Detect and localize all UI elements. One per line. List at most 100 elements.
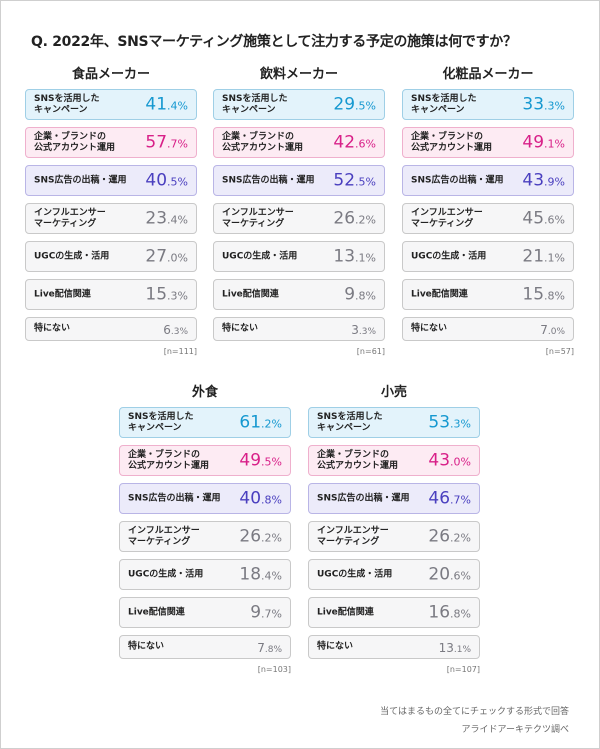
data-row: 企業・ブランドの 公式アカウント運用 42.6% — [213, 127, 385, 158]
value-label: 53.3% — [428, 412, 471, 432]
category-label: インフルエンサー マーケティング — [317, 525, 389, 547]
sample-size-label: [n=107] — [446, 665, 480, 674]
category-label: SNSを活用した キャンペーン — [34, 93, 100, 115]
data-row: UGCの生成・活用 27.0% — [25, 241, 197, 272]
data-row: Live配信関連 15.3% — [25, 279, 197, 310]
data-row: SNSを活用した キャンペーン 29.5% — [213, 89, 385, 120]
data-row: SNS広告の出稿・運用 52.5% — [213, 165, 385, 196]
category-label: SNS広告の出稿・運用 — [34, 175, 127, 185]
category-label: Live配信関連 — [222, 289, 279, 299]
category-label: UGCの生成・活用 — [411, 251, 487, 261]
sample-size-label: [n=57] — [545, 347, 574, 356]
sample-size-label: [n=61] — [356, 347, 385, 356]
data-row: SNS広告の出稿・運用 40.8% — [119, 483, 291, 514]
value-label: 9.7% — [250, 602, 282, 622]
data-row: SNSを活用した キャンペーン 33.3% — [402, 89, 574, 120]
value-label: 26.2% — [428, 526, 471, 546]
data-row: 特にない 3.3% — [213, 317, 385, 341]
value-label: 13.1% — [333, 246, 376, 266]
data-row: Live配信関連 15.8% — [402, 279, 574, 310]
value-label: 7.8% — [257, 641, 282, 655]
data-row: 特にない 6.3% — [25, 317, 197, 341]
value-label: 40.5% — [145, 170, 188, 190]
data-row: 特にない 7.8% — [119, 635, 291, 659]
data-row: 企業・ブランドの 公式アカウント運用 49.1% — [402, 127, 574, 158]
data-row: インフルエンサー マーケティング 23.4% — [25, 203, 197, 234]
category-label: SNS広告の出稿・運用 — [222, 175, 315, 185]
value-label: 52.5% — [333, 170, 376, 190]
category-label: Live配信関連 — [34, 289, 91, 299]
data-row: インフルエンサー マーケティング 45.6% — [402, 203, 574, 234]
value-label: 49.5% — [239, 450, 282, 470]
panel-1: 飲料メーカー SNSを活用した キャンペーン 29.5% 企業・ブランドの 公式アカウ… — [213, 65, 385, 357]
panel-title: 飲料メーカー — [259, 67, 338, 82]
value-label: 61.2% — [239, 412, 282, 432]
category-label: SNSを活用した キャンペーン — [411, 93, 477, 115]
sample-size-label: [n=103] — [257, 665, 291, 674]
data-row: SNSを活用した キャンペーン 53.3% — [308, 407, 480, 438]
panel-title: 食品メーカー — [71, 67, 150, 82]
data-row: インフルエンサー マーケティング 26.2% — [308, 521, 480, 552]
value-label: 18.4% — [239, 564, 282, 584]
data-row: UGCの生成・活用 18.4% — [119, 559, 291, 590]
panel-3: 外食 SNSを活用した キャンペーン 61.2% 企業・ブランドの 公式アカウント運用… — [119, 383, 291, 675]
value-label: 49.1% — [522, 132, 565, 152]
panel-2: 化粧品メーカー SNSを活用した キャンペーン 33.3% 企業・ブランドの 公式アカ… — [402, 65, 574, 357]
value-label: 46.7% — [428, 488, 471, 508]
question-title: Q. 2022年、SNSマーケティング施策として注力する予定の施策は何ですか？ — [31, 34, 517, 50]
category-label: 企業・ブランドの 公式アカウント運用 — [317, 449, 399, 471]
value-label: 23.4% — [145, 208, 188, 228]
value-label: 43.9% — [522, 170, 565, 190]
data-row: Live配信関連 9.7% — [119, 597, 291, 628]
value-label: 43.0% — [428, 450, 471, 470]
category-label: UGCの生成・活用 — [128, 569, 204, 579]
category-label: SNSを活用した キャンペーン — [222, 93, 288, 115]
footer-note: 当てはまるもの全てにチェックする形式で回答 — [380, 707, 569, 717]
value-label: 26.2% — [239, 526, 282, 546]
category-label: Live配信関連 — [128, 607, 185, 617]
value-label: 41.4% — [145, 94, 188, 114]
value-label: 33.3% — [522, 94, 565, 114]
value-label: 21.1% — [522, 246, 565, 266]
value-label: 27.0% — [145, 246, 188, 266]
category-label: 企業・ブランドの 公式アカウント運用 — [222, 131, 304, 153]
value-label: 29.5% — [333, 94, 376, 114]
data-row: 企業・ブランドの 公式アカウント運用 49.5% — [119, 445, 291, 476]
panel-4: 小売 SNSを活用した キャンペーン 53.3% 企業・ブランドの 公式アカウント運用… — [308, 383, 480, 675]
data-row: UGCの生成・活用 21.1% — [402, 241, 574, 272]
data-row: SNS広告の出稿・運用 46.7% — [308, 483, 480, 514]
value-label: 40.8% — [239, 488, 282, 508]
category-label: 企業・ブランドの 公式アカウント運用 — [128, 449, 210, 471]
category-label: SNS広告の出稿・運用 — [411, 175, 504, 185]
category-label: SNS広告の出稿・運用 — [317, 493, 410, 503]
value-label: 6.3% — [163, 323, 188, 337]
category-label: 企業・ブランドの 公式アカウント運用 — [34, 131, 116, 153]
data-row: SNSを活用した キャンペーン 61.2% — [119, 407, 291, 438]
data-row: SNSを活用した キャンペーン 41.4% — [25, 89, 197, 120]
category-label: UGCの生成・活用 — [222, 251, 298, 261]
category-label: インフルエンサー マーケティング — [34, 207, 106, 229]
data-row: UGCの生成・活用 20.6% — [308, 559, 480, 590]
value-label: 3.3% — [351, 323, 376, 337]
data-row: UGCの生成・活用 13.1% — [213, 241, 385, 272]
panel-title: 小売 — [380, 385, 407, 400]
value-label: 26.2% — [333, 208, 376, 228]
category-label: 特にない — [411, 323, 448, 334]
data-row: SNS広告の出稿・運用 43.9% — [402, 165, 574, 196]
footer-source: アライドアーキテクツ調べ — [461, 725, 569, 735]
data-row: 企業・ブランドの 公式アカウント運用 43.0% — [308, 445, 480, 476]
data-row: SNS広告の出稿・運用 40.5% — [25, 165, 197, 196]
data-row: 特にない 13.1% — [308, 635, 480, 659]
panel-0: 食品メーカー SNSを活用した キャンペーン 41.4% 企業・ブランドの 公式アカウ… — [25, 65, 197, 357]
value-label: 15.8% — [522, 284, 565, 304]
panel-title: 外食 — [191, 385, 218, 400]
category-label: 特にない — [222, 323, 259, 334]
value-label: 45.6% — [522, 208, 565, 228]
value-label: 16.8% — [428, 602, 471, 622]
category-label: SNSを活用した キャンペーン — [128, 411, 194, 433]
category-label: UGCの生成・活用 — [317, 569, 393, 579]
category-label: 特にない — [128, 641, 165, 652]
category-label: インフルエンサー マーケティング — [128, 525, 200, 547]
value-label: 20.6% — [428, 564, 471, 584]
